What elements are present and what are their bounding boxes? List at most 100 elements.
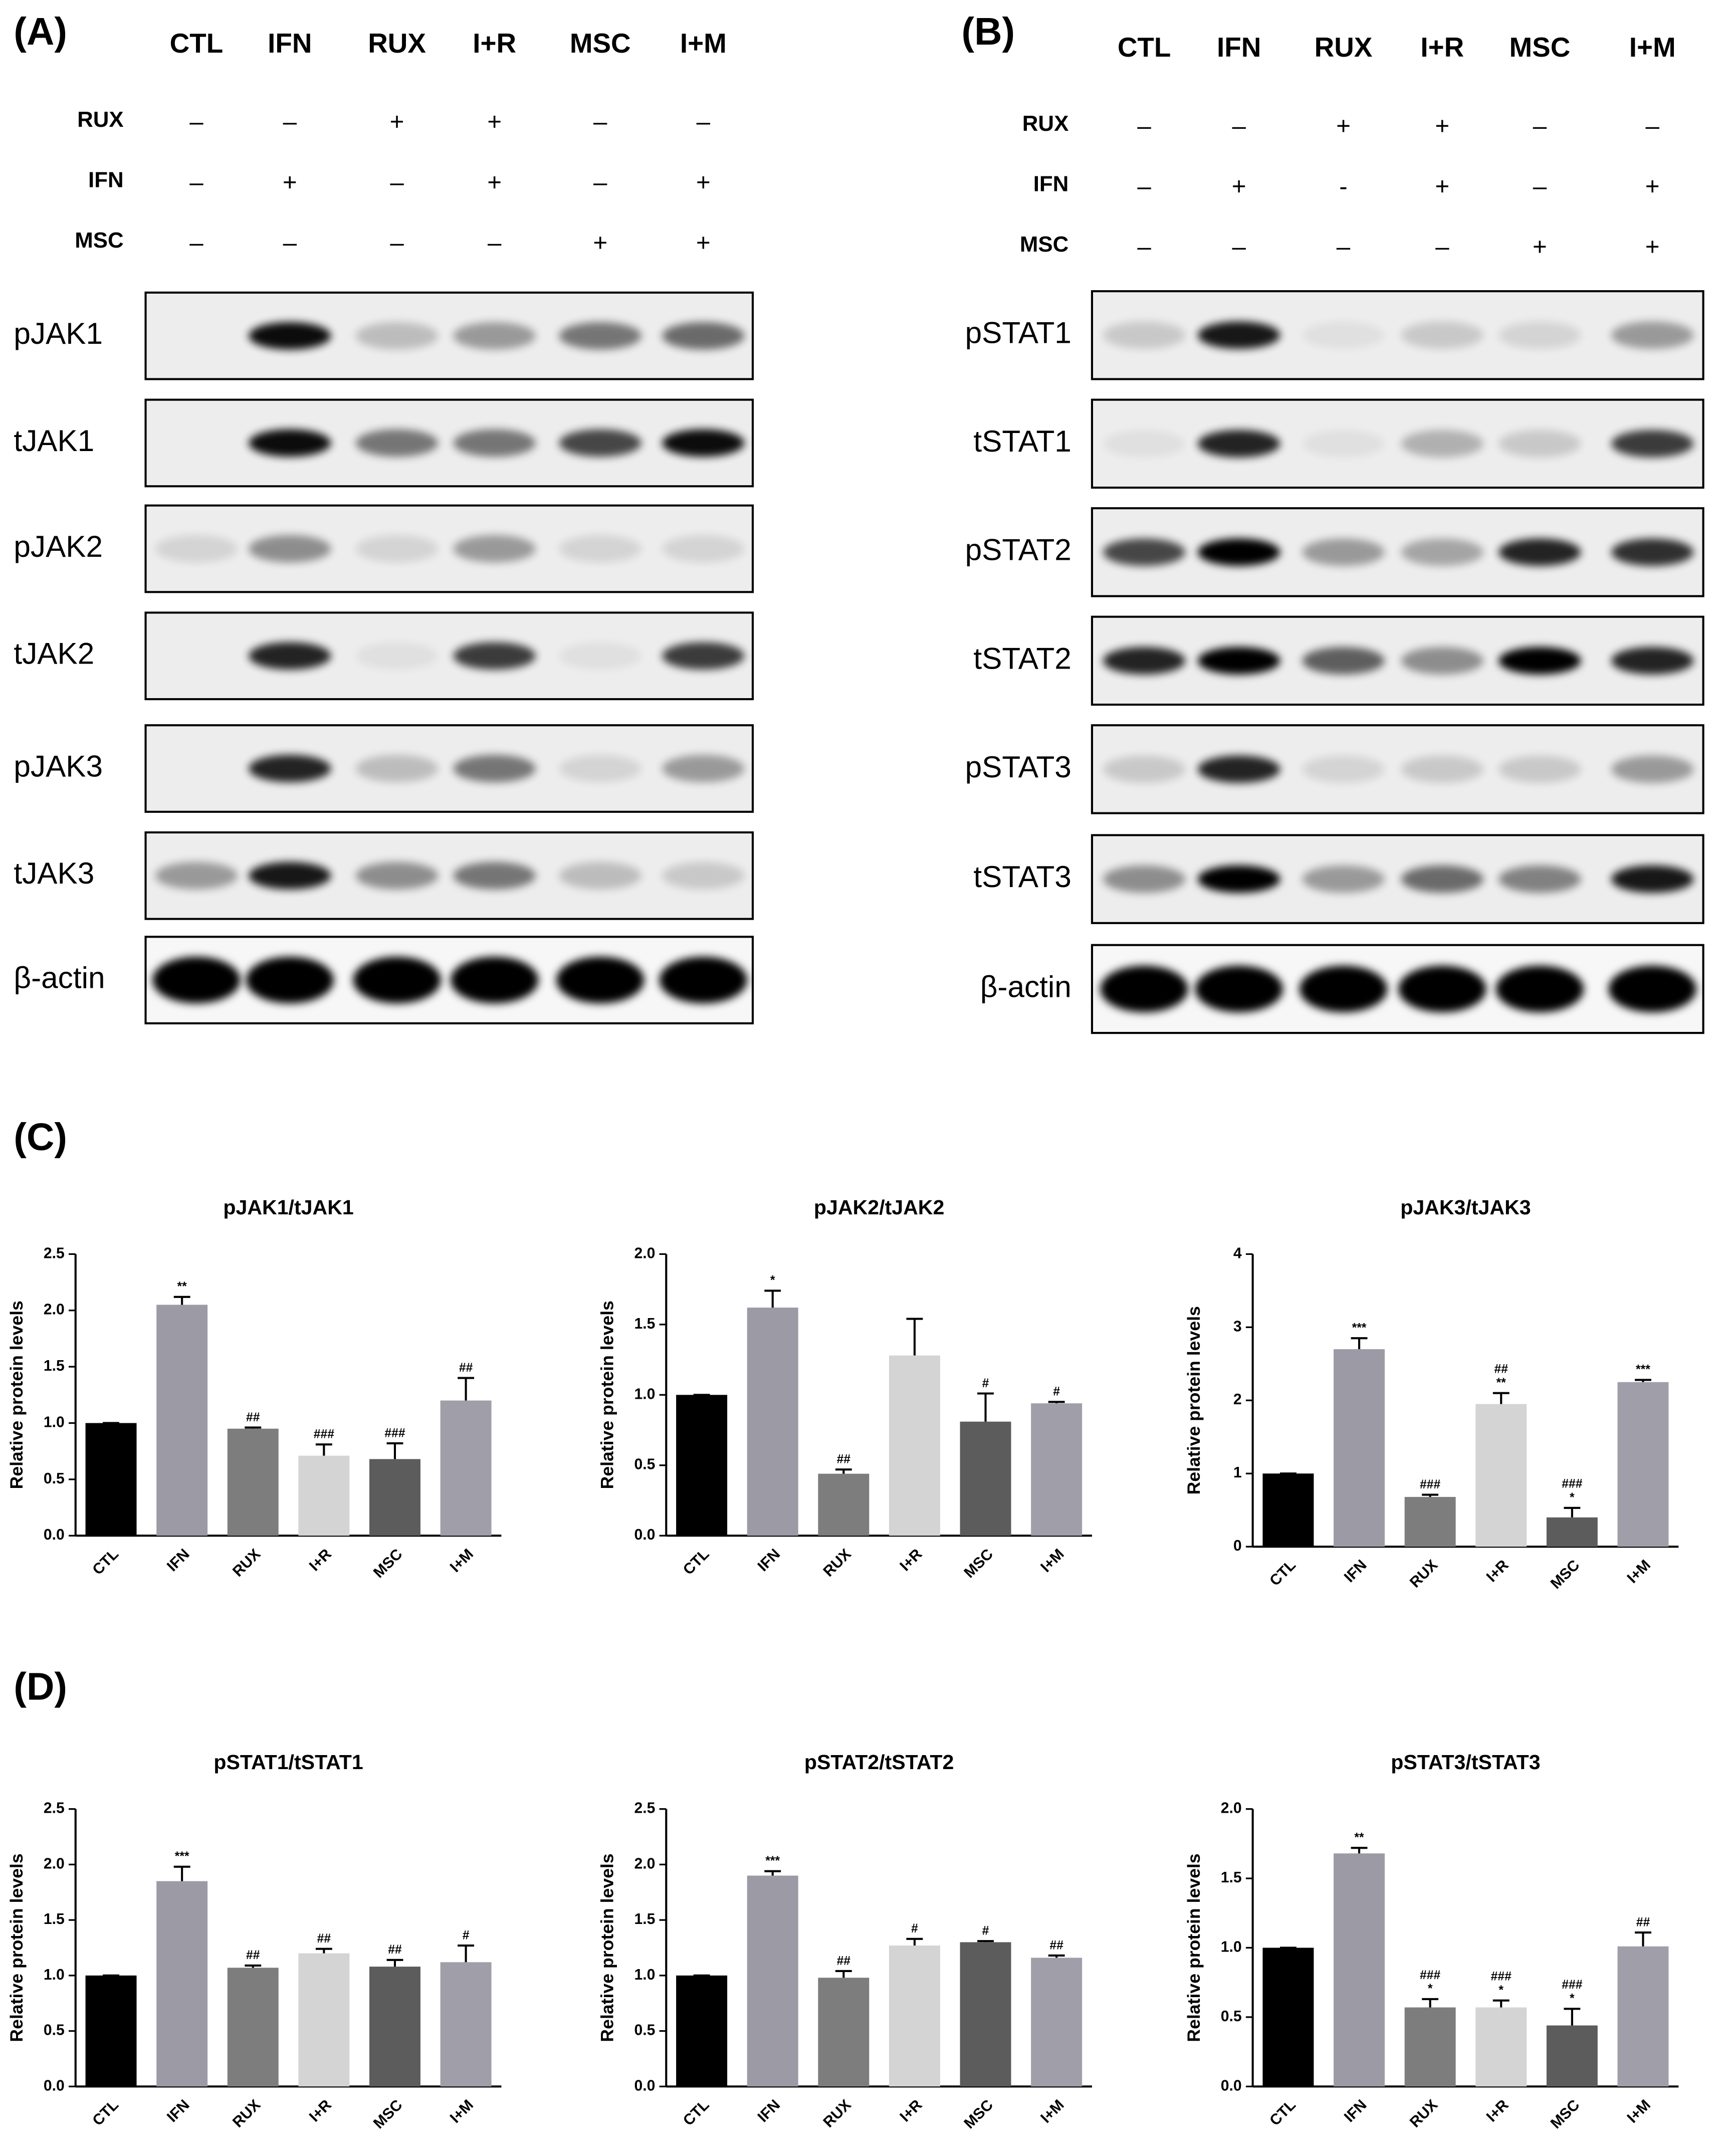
error-bar (977, 1392, 994, 1422)
blot-label: tSTAT3 (973, 859, 1071, 894)
significance-label: * (1570, 1992, 1575, 2006)
treatment-label: MSC (1020, 232, 1068, 257)
x-tick-label: CTL (1266, 2096, 1299, 2129)
blot-band (1103, 321, 1186, 349)
blot-label: β-actin (980, 969, 1071, 1003)
bar (1334, 1349, 1385, 1547)
y-tick-label: 2.0 (634, 1855, 655, 1872)
blot-band (1498, 321, 1581, 349)
blot-band (662, 642, 745, 670)
treatment-mark: + (1533, 233, 1547, 261)
blot-band (1197, 646, 1280, 675)
y-tick-label: 1.0 (634, 1386, 655, 1402)
blot-band (1608, 965, 1696, 1012)
treatment-mark: + (1435, 173, 1449, 200)
significance-label: * (770, 1274, 775, 1287)
y-tick-label: 0.0 (634, 1527, 655, 1543)
blot (144, 504, 754, 593)
bar (156, 1881, 208, 2087)
blot-label: pJAK3 (14, 749, 103, 783)
x-tick-label: I+M (1037, 2096, 1067, 2126)
lane-label: IFN (268, 28, 312, 59)
bar (369, 1967, 420, 2087)
lane-label: CTL (170, 28, 224, 59)
lane-label: I+R (1420, 32, 1464, 63)
y-tick-label: 2.5 (44, 1800, 65, 1817)
treatment-mark: – (283, 229, 297, 257)
x-tick-label: MSC (1548, 2096, 1583, 2132)
blot-band (1302, 538, 1385, 566)
bar (889, 1946, 940, 2087)
blot-band (353, 956, 441, 1004)
treatment-mark: – (283, 108, 297, 136)
y-tick-label: 0.5 (1221, 2008, 1242, 2025)
treatment-mark: – (1137, 112, 1151, 140)
treatment-mark: + (390, 108, 404, 136)
blot-band (450, 956, 539, 1004)
treatment-mark: + (487, 108, 502, 136)
error-bar (1422, 1493, 1439, 1497)
x-tick-label: RUX (230, 2096, 264, 2130)
blot-band (355, 535, 439, 563)
blot-band (1401, 755, 1484, 783)
blot-band (1611, 429, 1694, 458)
bar (1334, 1853, 1385, 2087)
blot-band (1498, 755, 1581, 783)
y-tick-label: 3 (1233, 1318, 1242, 1335)
error-bar (458, 1944, 475, 1963)
x-tick-label: I+R (306, 2096, 335, 2125)
bar (227, 1428, 279, 1536)
blot-band (1611, 865, 1694, 893)
significance-label: # (463, 1928, 470, 1942)
chart-title: pSTAT2/tSTAT2 (804, 1751, 954, 1774)
error-bar (1351, 1337, 1368, 1350)
chart-title: pJAK3/tJAK3 (1400, 1196, 1531, 1219)
blot-band (453, 861, 536, 890)
error-bar (1492, 1999, 1510, 2008)
blot-band (1100, 965, 1188, 1012)
panel-label: (A) (14, 11, 67, 53)
treatment-mark: – (1533, 112, 1547, 140)
x-tick-label: CTL (89, 1546, 122, 1578)
blot-label: tSTAT2 (973, 641, 1071, 675)
blot-label: pSTAT3 (965, 750, 1071, 784)
x-tick-label: IFN (755, 1546, 784, 1575)
bar (440, 1400, 492, 1536)
bar (1031, 1403, 1083, 1536)
blot-band (1401, 429, 1484, 458)
treatment-mark: – (1232, 112, 1246, 140)
blot-band (453, 322, 536, 350)
blot-band (559, 535, 641, 563)
blot-band (453, 642, 536, 670)
significance-label: # (911, 1922, 918, 1935)
y-tick-label: 2.0 (634, 1245, 655, 1261)
error-bar (245, 1426, 262, 1429)
blot-band (1611, 538, 1694, 566)
blot-band (559, 861, 641, 890)
x-tick-label: CTL (680, 1546, 713, 1578)
y-tick-label: 1.0 (44, 1967, 65, 1983)
y-tick-label: 1 (1233, 1464, 1242, 1481)
significance-label: ## (1049, 1938, 1063, 1952)
treatment-mark: + (487, 168, 502, 196)
x-tick-label: RUX (1407, 2096, 1441, 2130)
blot-band (1495, 965, 1584, 1012)
bar (85, 1975, 137, 2087)
bar (960, 1421, 1011, 1536)
bar (818, 1473, 870, 1536)
x-tick-label: CTL (680, 2096, 713, 2129)
significance-label: ## (1494, 1363, 1509, 1376)
y-tick-label: 1.5 (44, 1911, 65, 1927)
blot-band (249, 322, 331, 350)
blot (144, 831, 754, 920)
blot-band (1498, 646, 1581, 675)
blot-band (1197, 321, 1280, 349)
significance-label: ### (1420, 1478, 1440, 1491)
blot (1091, 724, 1704, 814)
error-bar (1048, 1401, 1065, 1404)
x-tick-label: IFN (1341, 2096, 1370, 2125)
bar (1546, 2025, 1598, 2087)
treatment-mark: – (1137, 173, 1151, 200)
blot-band (1195, 965, 1283, 1012)
lane-label: RUX (1315, 32, 1373, 63)
